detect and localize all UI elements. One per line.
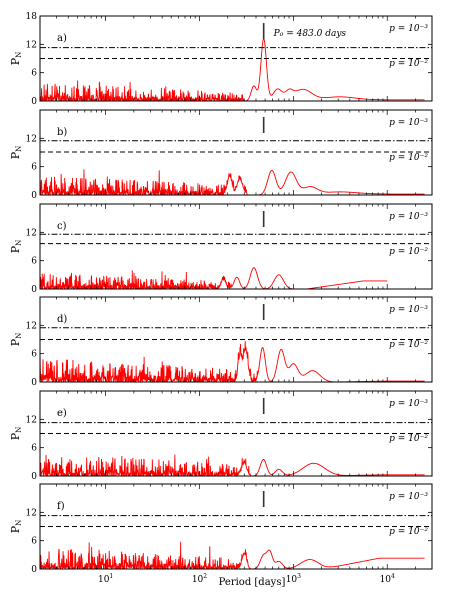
threshold-label-1e-2-a: p = 10⁻² [389, 59, 428, 69]
threshold-label-1e-3-e: p = 10⁻³ [389, 399, 428, 409]
x-tick-label-2: 103 [286, 573, 301, 585]
spectrum-line-e [40, 454, 425, 476]
spectrum-line-c [40, 267, 388, 289]
p0-annotation: P₀ = 483.0 days [273, 29, 347, 39]
y-axis-title-a: PN [9, 52, 23, 66]
y-axis-title-main: P [9, 338, 22, 346]
y-tick-label-f-0: 0 [31, 565, 37, 575]
y-tick-label-a-3: 18 [26, 12, 38, 22]
threshold-label-1e-3-c: p = 10⁻³ [389, 212, 428, 222]
panel-label-c: c) [57, 221, 67, 232]
y-tick-label-a-0: 0 [31, 97, 37, 107]
spectrum-line-d [40, 341, 425, 382]
y-axis-title-main: P [9, 245, 22, 253]
y-axis-title-main: P [9, 432, 22, 440]
y-axis-title-sub: N [15, 427, 23, 433]
threshold-label-1e-3-f: p = 10⁻³ [389, 492, 428, 502]
x-tick-label-1: 102 [192, 573, 207, 585]
x-tick-label-0: 101 [98, 573, 113, 585]
y-axis-title-d: PN [9, 333, 23, 347]
y-tick-label-a-2: 12 [26, 40, 37, 50]
panel-label-b: b) [57, 127, 67, 138]
x-tick-label-3: 104 [380, 573, 395, 585]
y-tick-label-d-0: 0 [31, 378, 37, 388]
panel-frame-e [39, 390, 433, 477]
threshold-label-1e-3-a: p = 10⁻³ [389, 24, 428, 34]
y-tick-label-d-1: 6 [31, 350, 37, 360]
y-axis-title-sub: N [15, 333, 23, 339]
y-axis-title-main: P [9, 525, 22, 533]
x-tick-label-exp: 2 [203, 573, 207, 580]
y-axis-title-sub: N [15, 240, 23, 246]
y-axis-title-c: PN [9, 240, 23, 254]
panel-label-e: e) [57, 408, 67, 419]
panel-label-d: d) [57, 314, 67, 325]
spectrum-line-b [40, 169, 425, 195]
y-tick-label-a-1: 6 [31, 69, 37, 79]
threshold-label-1e-3-b: p = 10⁻³ [389, 118, 428, 128]
spectrum-line-f [40, 541, 425, 569]
y-axis-title-e: PN [9, 427, 23, 441]
panel-label-a: a) [57, 33, 67, 44]
y-axis-title-sub: N [15, 146, 23, 152]
x-axis-title: Period [days] [219, 577, 286, 588]
y-tick-label-b-0: 0 [31, 191, 37, 201]
y-tick-label-f-1: 6 [31, 537, 37, 547]
y-tick-label-c-1: 6 [31, 257, 37, 267]
y-axis-title-f: PN [9, 520, 23, 534]
threshold-label-1e-2-f: p = 10⁻² [389, 527, 428, 537]
y-axis-title-b: PN [9, 146, 23, 160]
x-tick-label-base: 10 [98, 575, 110, 585]
x-tick-label-base: 10 [380, 575, 392, 585]
panel-label-f: f) [57, 501, 65, 512]
y-tick-label-c-0: 0 [31, 285, 37, 295]
panel-frame-c [39, 203, 433, 290]
threshold-label-1e-2-d: p = 10⁻² [389, 340, 428, 350]
x-tick-label-base: 10 [192, 575, 204, 585]
y-tick-label-f-2: 12 [26, 508, 37, 518]
x-tick-label-exp: 1 [109, 573, 113, 580]
y-tick-label-d-2: 12 [26, 321, 37, 331]
threshold-label-1e-2-b: p = 10⁻² [389, 153, 428, 163]
threshold-label-1e-3-d: p = 10⁻³ [389, 305, 428, 315]
y-tick-label-b-1: 6 [31, 163, 37, 173]
panel-frame-b [39, 109, 433, 196]
panel-frame-a [39, 15, 433, 102]
y-tick-label-b-2: 12 [26, 134, 37, 144]
y-axis-title-main: P [9, 151, 22, 159]
threshold-label-1e-2-c: p = 10⁻² [389, 247, 428, 257]
y-axis-title-sub: N [15, 520, 23, 526]
y-tick-label-e-2: 12 [26, 415, 37, 425]
panel-frame-f [39, 483, 433, 570]
y-tick-label-c-2: 12 [26, 228, 37, 238]
y-tick-label-e-0: 0 [31, 472, 37, 482]
x-tick-label-base: 10 [286, 575, 298, 585]
panel-frame-d [39, 296, 433, 383]
y-axis-title-sub: N [15, 52, 23, 58]
y-tick-label-e-1: 6 [31, 444, 37, 454]
x-tick-label-exp: 3 [297, 573, 301, 580]
y-axis-title-main: P [9, 57, 22, 65]
threshold-label-1e-2-e: p = 10⁻² [389, 434, 428, 444]
x-tick-label-exp: 4 [391, 573, 395, 580]
spectrum-line-a [40, 38, 425, 101]
